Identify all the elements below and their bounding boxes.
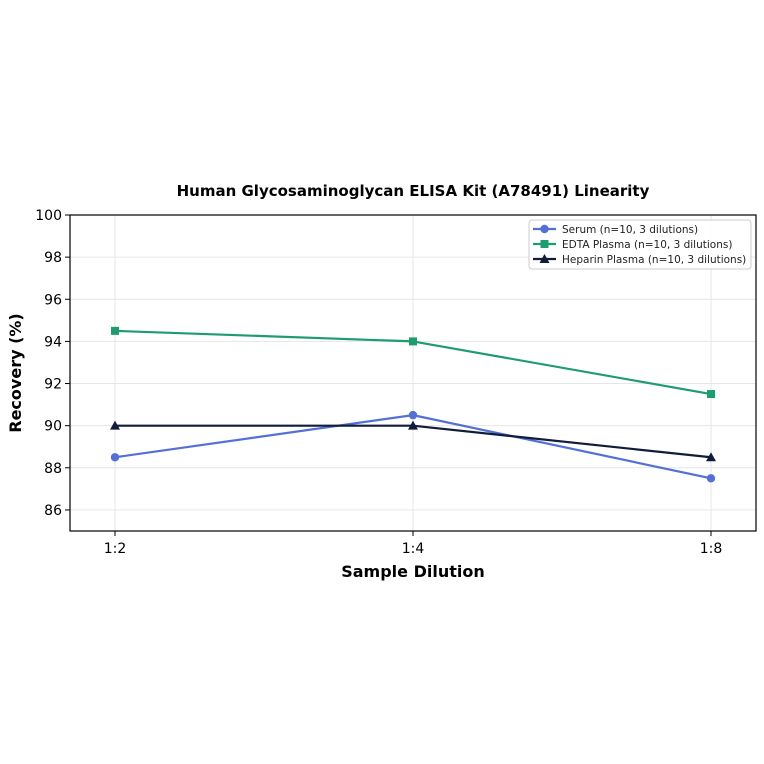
data-point — [408, 420, 418, 430]
legend-marker — [540, 224, 549, 234]
series-2 — [111, 326, 715, 399]
legend-marker — [539, 254, 550, 263]
y-tick-label: 92 — [44, 377, 62, 393]
series-group — [110, 326, 716, 483]
y-axis: 86 88 90 92 94 96 98 100 — [35, 208, 70, 519]
data-point — [110, 420, 120, 430]
x-tick-label: 1:2 — [104, 541, 127, 557]
x-tick-label: 1:4 — [402, 541, 425, 557]
y-tick-label: 86 — [44, 503, 62, 519]
x-axis-label: Sample Dilution — [341, 562, 485, 581]
series-3 — [110, 420, 716, 462]
data-point — [408, 410, 418, 420]
legend-marker — [540, 240, 549, 248]
chart-title: Human Glycosaminoglycan ELISA Kit (A7849… — [177, 182, 650, 200]
x-tick-label: 1:8 — [700, 541, 723, 557]
data-point — [409, 337, 417, 346]
legend-label: Serum (n=10, 3 dilutions) — [562, 224, 698, 236]
data-point — [707, 390, 715, 399]
y-tick-label: 88 — [44, 461, 62, 477]
legend-box — [528, 219, 752, 270]
data-point — [111, 326, 119, 335]
legend: Serum (n=10, 3 dilutions) EDTA Plasma (n=… — [528, 219, 752, 270]
data-point — [110, 453, 120, 462]
y-tick-label: 100 — [35, 208, 62, 224]
y-axis-label: Recovery (%) — [6, 313, 25, 432]
x-axis: 1:2 1:4 1:8 — [104, 531, 723, 557]
legend-label: Heparin Plasma (n=10, 3 dilutions) — [562, 254, 746, 266]
data-point — [706, 474, 716, 483]
data-point — [706, 452, 716, 462]
y-tick-label: 90 — [44, 419, 62, 435]
y-tick-label: 98 — [44, 250, 62, 266]
y-tick-label: 94 — [44, 334, 62, 350]
legend-label: EDTA Plasma (n=10, 3 dilutions) — [562, 239, 732, 251]
y-tick-label: 96 — [44, 292, 62, 308]
series-1 — [110, 410, 716, 483]
